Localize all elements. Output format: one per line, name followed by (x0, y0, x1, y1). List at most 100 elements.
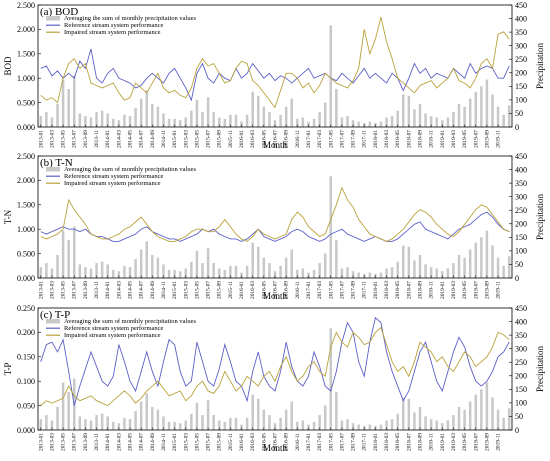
precip-bar (45, 112, 48, 127)
precip-bar (195, 99, 199, 127)
precip-bar (95, 263, 98, 278)
legend-swatch (46, 319, 60, 324)
precip-bar (385, 420, 388, 430)
precip-bar (379, 272, 383, 278)
precip-bar (301, 117, 305, 127)
y-tick-label: 0.500 (17, 98, 35, 107)
precip-bar (151, 103, 154, 127)
precip-bar (112, 421, 115, 430)
precip-bar (480, 86, 483, 127)
precip-bar (117, 423, 121, 430)
x-tick-label: 2019-07 (473, 281, 479, 299)
y2-tick-label: 100 (515, 399, 527, 408)
y-tick-label: 2.000 (17, 176, 35, 185)
x-tick-label: 2015-05 (194, 130, 200, 148)
x-tick-label: 2017-11 (362, 433, 368, 451)
precip-bar (485, 79, 489, 127)
x-tick-label: 2013-09 (83, 130, 89, 148)
precip-bar (162, 416, 165, 430)
precip-bar (413, 260, 416, 278)
x-tick-label: 2013-05 (61, 433, 67, 451)
precip-bar (296, 118, 299, 127)
y-tick-label: 1.500 (17, 50, 35, 59)
panel-bod: 0.000 0.500 1.000 1.500 2.000 2.500 0 50 100 150 2… (3, 1, 545, 150)
y2-tick-label: 250 (515, 206, 527, 215)
x-tick-label: 2015-11 (228, 433, 234, 451)
precip-bar (240, 272, 243, 278)
impaired-series-line (40, 186, 510, 242)
x-tick-label: 2014-05 (128, 130, 134, 148)
precip-bar (435, 117, 438, 127)
y-tick-label: 1.500 (17, 201, 35, 210)
precip-bar (145, 393, 148, 430)
x-tick-label: 2015-03 (183, 433, 189, 451)
x-tick-label: 2016-11 (295, 433, 301, 451)
precip-bar (312, 421, 316, 430)
x-tick-label: 2016-05 (261, 130, 267, 148)
x-tick-label: 2018-09 (417, 433, 423, 451)
x-tick-label: 2016-01 (239, 281, 245, 299)
precip-bar (223, 118, 227, 127)
precip-bar (435, 268, 438, 278)
x-tick-label: 2014-05 (128, 433, 134, 451)
precip-bar (441, 423, 444, 430)
y2-tick-label: 200 (515, 220, 527, 229)
legend-label: Reference stream system performance (64, 173, 164, 180)
precip-bar (351, 120, 355, 127)
impaired-series-line (40, 326, 510, 407)
x-tick-label: 2014-07 (139, 281, 145, 299)
x-tick-label: 2017-07 (339, 281, 345, 299)
x-axis-label: Month (263, 140, 288, 150)
precip-bar (95, 415, 98, 430)
y-axis-label: BOD (3, 56, 13, 76)
x-tick-label: 2014-03 (116, 433, 122, 451)
x-tick-label: 2017-03 (317, 281, 323, 299)
precip-bar (390, 267, 394, 278)
x-tick-label: 2016-05 (261, 281, 267, 299)
precip-bar (457, 103, 461, 127)
precip-bar (195, 250, 199, 278)
precip-bar (139, 401, 143, 430)
x-tick-label: 2014-01 (105, 130, 111, 148)
y2-tick-label: 150 (515, 82, 527, 91)
precip-bar (167, 269, 171, 278)
precip-bar (396, 110, 399, 127)
precip-bar (418, 103, 422, 127)
x-tick-label: 2019-03 (451, 433, 457, 451)
precip-bar (429, 419, 433, 430)
precip-bar (229, 114, 232, 127)
x-tick-label: 2019-11 (496, 281, 502, 299)
precip-bar (56, 254, 59, 278)
precip-bar (496, 106, 500, 127)
y2-tick-label: 300 (515, 41, 527, 50)
precip-bar (452, 263, 455, 278)
precip-bar (156, 257, 160, 278)
precip-bar (134, 259, 137, 278)
precip-bar (190, 261, 193, 278)
x-tick-label: 2014-01 (105, 433, 111, 451)
precip-bar (45, 263, 48, 278)
x-tick-label: 2018-11 (429, 130, 435, 148)
precip-bar (290, 98, 293, 127)
x-tick-label: 2018-07 (406, 281, 412, 299)
precip-bar (39, 419, 43, 430)
legend-label: Reference stream system performance (64, 22, 164, 29)
precip-bar (251, 242, 254, 278)
x-tick-label: 2016-01 (239, 130, 245, 148)
x-tick-label: 2014-11 (161, 130, 167, 148)
y2-tick-label: 0 (515, 426, 519, 435)
precip-bar (223, 269, 227, 278)
x-tick-label: 2017-03 (317, 130, 323, 148)
x-tick-label: 2019-01 (440, 130, 446, 148)
y2-tick-label: 450 (515, 152, 527, 161)
precip-bar (184, 117, 188, 127)
x-tick-label: 2015-11 (228, 130, 234, 148)
precip-bar (56, 406, 59, 430)
y-tick-label: 0.000 (17, 123, 35, 132)
x-tick-label: 2016-11 (295, 130, 301, 148)
precip-bar (284, 257, 288, 278)
precip-bar (323, 253, 327, 278)
precip-bar (257, 95, 260, 127)
precip-bar (279, 265, 282, 278)
